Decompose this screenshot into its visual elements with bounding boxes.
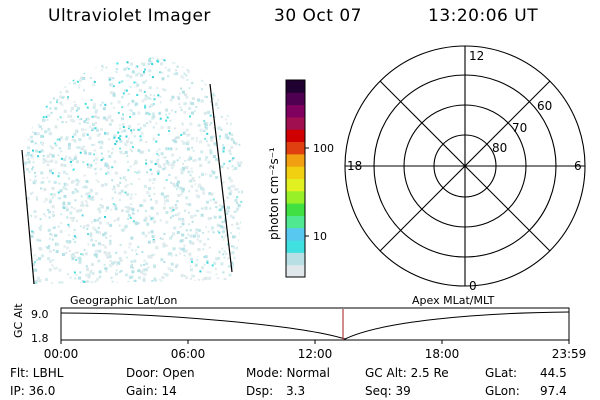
- color-bar-cell: [286, 240, 305, 253]
- color-bar-cell: [286, 252, 305, 266]
- x-tick-0600: 06:00: [171, 347, 206, 361]
- instrument-title: Ultraviolet Imager: [48, 6, 211, 26]
- image-frame-right: [209, 83, 233, 273]
- orbit-timeline: Geographic Lat/Lon Apex MLat/MLT GC Alt …: [12, 294, 586, 361]
- dsp-label: Dsp:: [246, 384, 274, 398]
- polar-plot: [344, 45, 586, 287]
- timeline-y-tick-high: 9.0: [31, 308, 49, 321]
- color-bar-cell: [286, 190, 305, 204]
- timeline-y-axis-label: GC Alt: [12, 303, 25, 338]
- mlt-label-12: 12: [469, 49, 484, 63]
- color-bar-cell: [286, 80, 305, 93]
- observation-date: 30 Oct 07: [274, 6, 362, 26]
- gc-altitude-curve: [60, 311, 570, 340]
- color-bar-cell: [286, 178, 305, 192]
- color-bar-cell: [286, 116, 305, 130]
- color-bar-cell: [286, 227, 305, 241]
- seq-value: Seq: 39: [365, 384, 411, 398]
- color-bar-cell: [286, 203, 305, 216]
- uv-speckle-field: [22, 57, 243, 284]
- observation-time: 13:20:06 UT: [428, 6, 539, 26]
- image-frame-left: [21, 149, 35, 285]
- glat-value: 44.5: [540, 366, 567, 380]
- color-bar-unit-label: photon cm⁻²s⁻¹: [267, 147, 281, 240]
- color-bar-cell: [286, 215, 305, 229]
- mlat-label-60: 60: [537, 99, 552, 113]
- ip-value: IP: 36.0: [10, 384, 56, 398]
- mlt-label-0: 0: [469, 279, 477, 293]
- x-tick-2359: 23:59: [552, 347, 587, 361]
- color-bar-tick-label-10: 10: [313, 230, 327, 243]
- mlt-label-18: 18: [347, 159, 362, 173]
- timeline-frame: [60, 307, 570, 341]
- mlat-label-80: 80: [492, 141, 507, 155]
- color-bar: 100 10 photon cm⁻²s⁻¹: [267, 79, 334, 278]
- gain-value: Gain: 14: [126, 384, 177, 398]
- door-value: Door: Open: [126, 366, 195, 380]
- dsp-value: 3.3: [286, 384, 306, 398]
- timeline-right-title: Apex MLat/MLT: [412, 294, 495, 307]
- color-bar-cell: [286, 104, 305, 118]
- geographic-image: [21, 57, 243, 285]
- mlt-label-6: 6: [574, 159, 582, 173]
- glon-value: 97.4: [540, 384, 567, 398]
- x-tick-1800: 18:00: [425, 347, 460, 361]
- polar-diagonal-2: [379, 80, 551, 252]
- x-tick-1200: 12:00: [298, 347, 333, 361]
- color-bar-cell: [286, 129, 305, 143]
- mlat-label-70: 70: [512, 121, 527, 135]
- color-bar-cell: [286, 92, 305, 106]
- mode-value: Mode: Normal: [246, 366, 330, 380]
- glon-label: GLon:: [485, 384, 520, 398]
- color-bar-frame: [285, 79, 306, 278]
- filter-value: Flt: LBHL: [10, 366, 64, 380]
- color-bar-cell: [286, 166, 305, 179]
- x-tick-0000: 00:00: [44, 347, 79, 361]
- gc-alt-value: GC Alt: 2.5 Re: [365, 366, 449, 380]
- color-bar-cell: [286, 153, 305, 167]
- timeline-left-title: Geographic Lat/Lon: [70, 294, 177, 307]
- color-bar-tick-label-100: 100: [313, 142, 334, 155]
- color-bar-cell: [286, 264, 305, 278]
- timeline-y-tick-low: 1.8: [31, 332, 49, 345]
- glat-label: GLat:: [485, 366, 518, 380]
- color-bar-cell: [286, 141, 305, 155]
